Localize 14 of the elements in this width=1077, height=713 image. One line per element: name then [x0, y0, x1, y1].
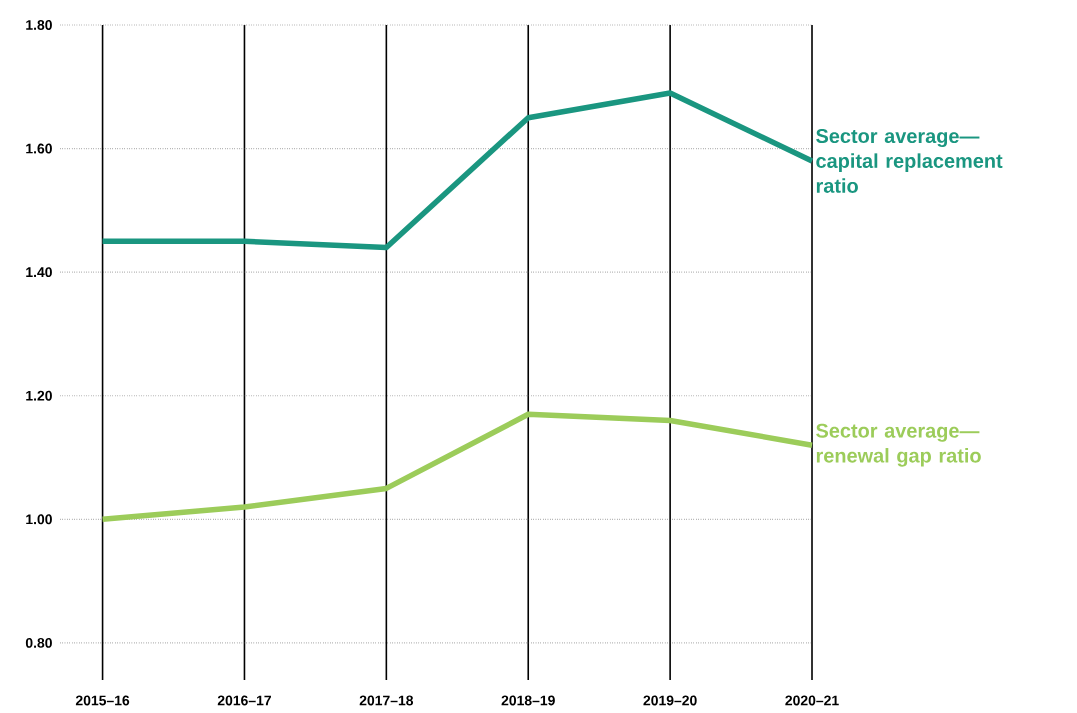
series-label: Sector average—renewal gap ratio — [816, 423, 981, 467]
y-tick-label: 1.20 — [26, 390, 52, 401]
series-label: Sector average—capital replacement ratio — [816, 128, 1003, 193]
x-tick-label: 2015–16 — [75, 695, 130, 706]
x-tick-label: 2017–18 — [359, 695, 414, 706]
y-tick-label: 1.60 — [26, 143, 52, 154]
x-tick-label: 2019–20 — [643, 695, 697, 706]
x-tick-label: 2018–19 — [501, 695, 555, 706]
y-tick-label: 1.80 — [26, 20, 52, 30]
y-tick-label: 1.00 — [26, 514, 52, 525]
y-tick-label: 0.80 — [25, 637, 52, 648]
x-tick-label: 2016–17 — [217, 695, 271, 706]
x-tick-label: 2020–21 — [785, 695, 839, 706]
y-tick-label: 1.40 — [26, 267, 52, 278]
